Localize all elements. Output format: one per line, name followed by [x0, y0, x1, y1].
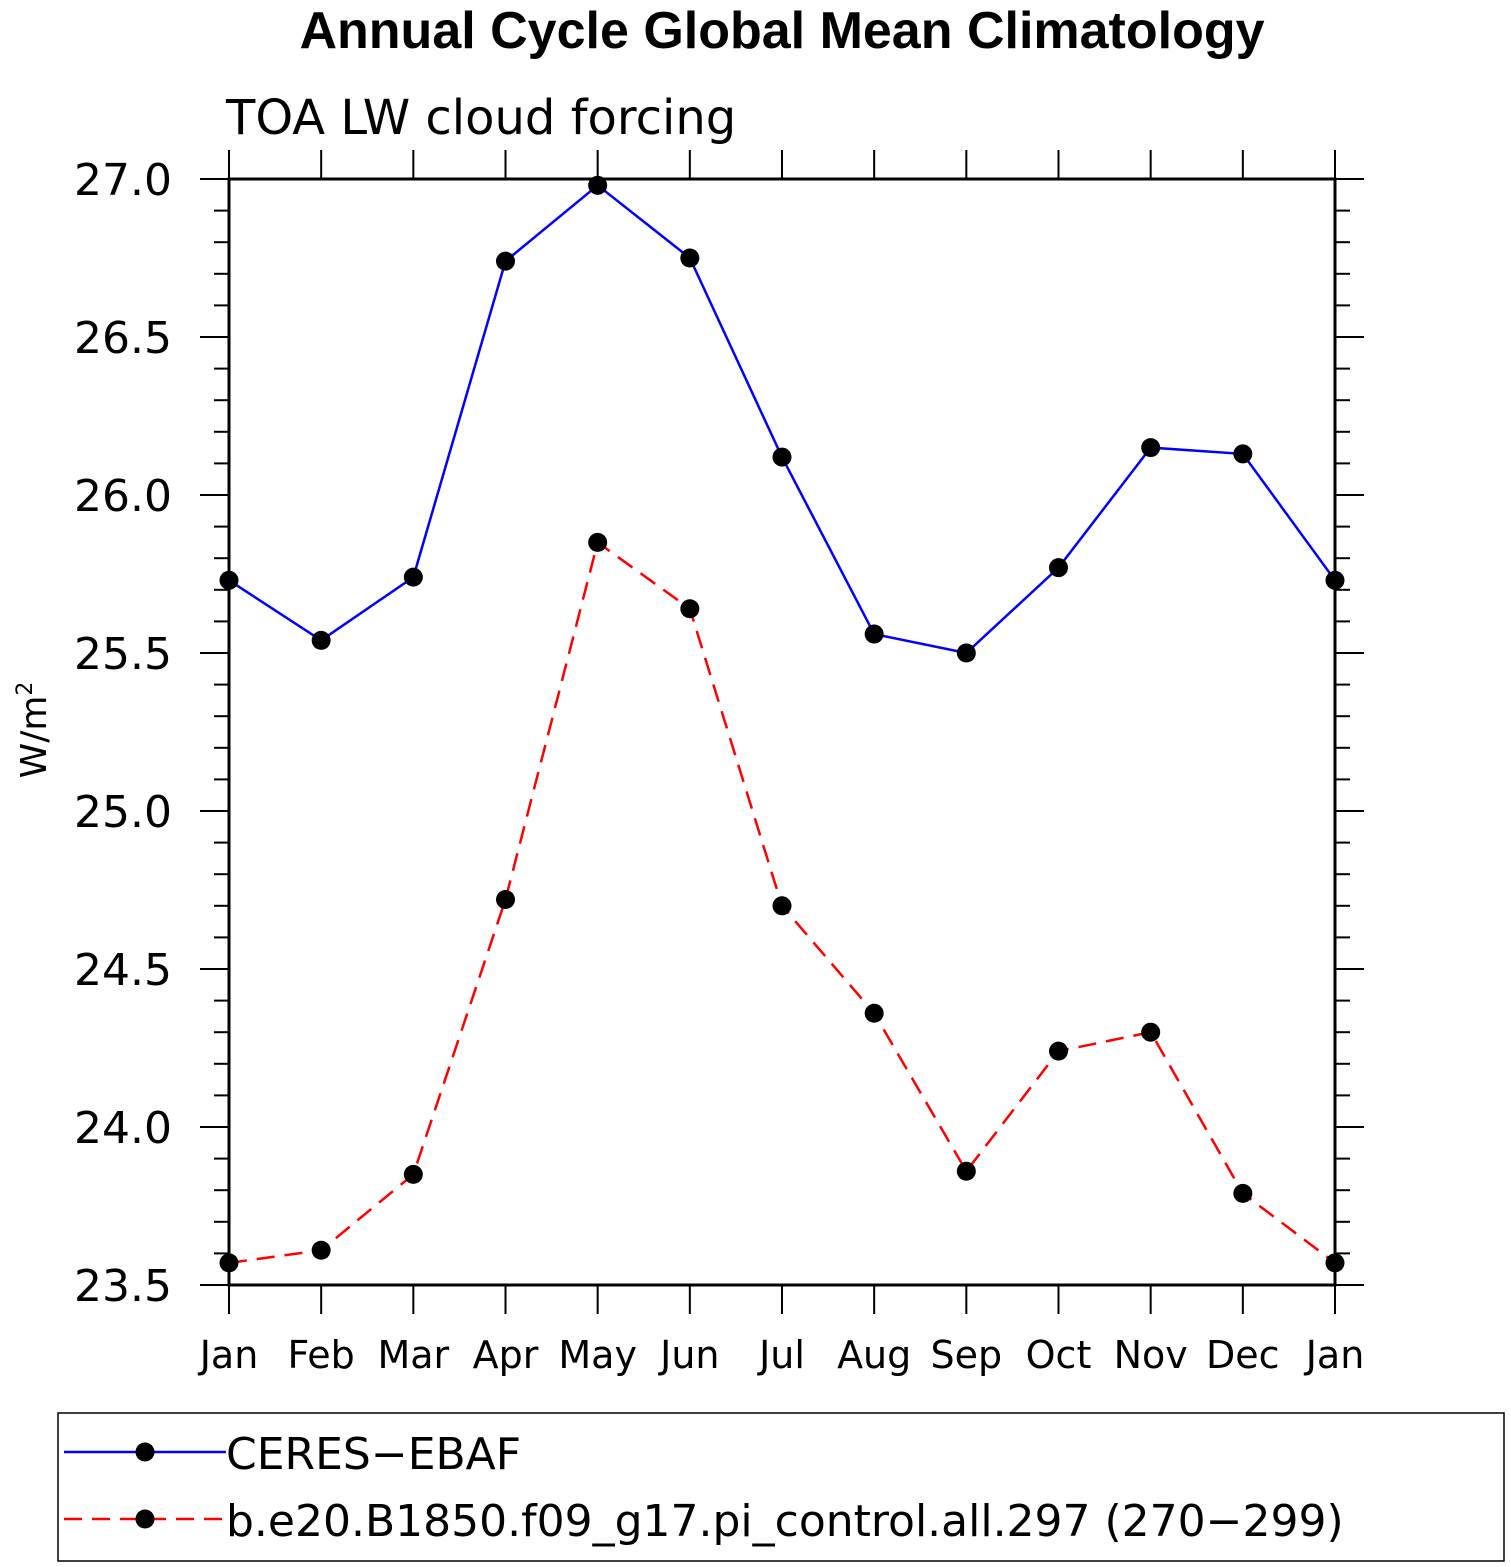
x-tick-label: Mar — [377, 1333, 449, 1377]
series-2-point — [864, 1003, 884, 1023]
series-1-point — [496, 251, 515, 271]
x-tick-label: Jul — [757, 1333, 805, 1377]
x-tick-label: Apr — [473, 1333, 539, 1377]
x-tick-label: Dec — [1206, 1333, 1280, 1377]
y-tick-labels: 23.5 24.0 24.5 25.0 25.5 26.0 26.5 27.0 — [74, 155, 172, 1312]
y-tick-label: 27.0 — [74, 155, 172, 206]
series-layer — [219, 175, 1345, 1273]
legend-label-2: b.e20.B1850.f09_g17.pi_control.all.297 (… — [226, 1496, 1344, 1547]
y-axis-label-superscript: 2 — [13, 682, 38, 696]
series-1-point — [588, 175, 608, 195]
x-tick-label: Feb — [288, 1333, 355, 1377]
series-2-point — [403, 1164, 423, 1184]
chart-title: Annual Cycle Global Mean Climatology — [299, 2, 1264, 60]
x-tick-label: Jan — [1304, 1333, 1365, 1377]
x-tick-label: Jun — [658, 1333, 719, 1377]
y-tick-label: 25.0 — [74, 787, 172, 838]
series-1-point — [956, 643, 976, 663]
x-tick-labels: Jan Feb Mar Apr May Jun Jul Aug Sep Oct Nov Dec Jan — [198, 1333, 1365, 1377]
series-2-point — [1049, 1041, 1068, 1061]
legend-marker-2 — [135, 1509, 155, 1529]
series-1-point — [772, 447, 792, 467]
y-axis-label-text: W/m — [14, 696, 55, 779]
y-tick-label: 24.0 — [74, 1103, 172, 1154]
series-1-point — [311, 630, 331, 650]
x-tick-label: Sep — [931, 1333, 1003, 1377]
y-tick-label: 26.0 — [74, 471, 172, 522]
x-tick-label: Nov — [1114, 1333, 1188, 1377]
series-2-point — [772, 896, 792, 916]
y-tick-label: 24.5 — [74, 945, 172, 996]
series-1-point — [1141, 438, 1161, 458]
y-axis-label: W/m2 — [13, 682, 55, 779]
x-tick-label: Jan — [198, 1333, 259, 1377]
series-1-point — [1049, 558, 1068, 578]
series-2-point — [1141, 1022, 1161, 1042]
series-2-point — [1233, 1183, 1253, 1203]
legend-marker-1 — [135, 1442, 155, 1462]
svg-text:W/m2: W/m2 — [13, 682, 55, 779]
legend-label-1: CERES−EBAF — [226, 1429, 521, 1480]
series-1-point — [680, 248, 700, 268]
series-2-point — [588, 532, 608, 552]
series-1-point — [864, 624, 884, 644]
chart-subtitle: TOA LW cloud forcing — [225, 90, 736, 146]
series-2-point — [496, 889, 515, 909]
series-2-point — [956, 1161, 976, 1181]
x-tick-label: Oct — [1026, 1333, 1092, 1377]
y-tick-label: 23.5 — [74, 1261, 172, 1312]
series-2-point — [680, 599, 700, 619]
series-1-point — [403, 567, 423, 587]
y-tick-label: 25.5 — [74, 629, 172, 680]
x-tick-label: May — [558, 1333, 637, 1377]
plot-frame — [227, 177, 1337, 1287]
x-tick-label: Aug — [837, 1333, 911, 1377]
legend-box — [57, 1412, 1505, 1562]
series-1-point — [1233, 444, 1253, 464]
y-tick-label: 26.5 — [74, 313, 172, 364]
axis-ticks — [200, 150, 1364, 1314]
legend: CERES−EBAF b.e20.B1850.f09_g17.pi_control… — [64, 1429, 1344, 1547]
series-line-1 — [228, 183, 1337, 655]
series-2-point — [311, 1240, 331, 1260]
